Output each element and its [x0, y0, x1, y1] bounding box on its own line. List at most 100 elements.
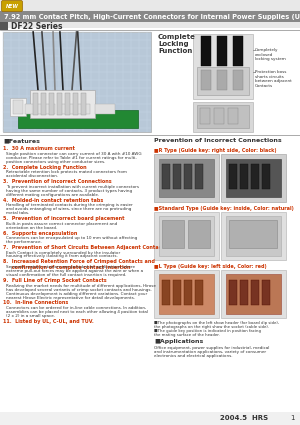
- Text: Continuous development is adding different variations. Contact your: Continuous development is adding differe…: [6, 292, 147, 295]
- Text: 7.92 mm Contact Pitch, High-Current Connectors for Internal Power Supplies (UL, : 7.92 mm Contact Pitch, High-Current Conn…: [4, 14, 300, 20]
- Bar: [162, 220, 184, 248]
- Text: 10.  In-line Connections: 10. In-line Connections: [3, 300, 68, 306]
- Bar: [229, 220, 277, 248]
- Text: Connectors can be ordered for in-line cable connections. In addition,: Connectors can be ordered for in-line ca…: [6, 306, 146, 310]
- Text: having the same number of contacts, 3 product types having: having the same number of contacts, 3 pr…: [6, 189, 132, 193]
- Bar: [41, 93, 46, 115]
- Bar: [159, 216, 214, 256]
- Text: ■R Type (Guide key: right side, Color: black): ■R Type (Guide key: right side, Color: b…: [154, 148, 277, 153]
- Bar: [3, 32, 151, 132]
- Bar: [221, 154, 286, 202]
- Bar: [162, 164, 170, 189]
- Text: ■The photographs on the left show header (for board dip side),: ■The photographs on the left show header…: [154, 321, 279, 325]
- Text: 6.  Supports encapsulation: 6. Supports encapsulation: [3, 230, 77, 235]
- Text: the performance.: the performance.: [6, 240, 42, 244]
- Text: 5.  Prevention of incorrect board placement: 5. Prevention of incorrect board placeme…: [3, 216, 124, 221]
- Text: 11.  Listed by UL, C-UL, and TUV.: 11. Listed by UL, C-UL, and TUV.: [3, 319, 94, 324]
- Text: ■The guide key position is indicated in position facing: ■The guide key position is indicated in …: [154, 329, 261, 333]
- Bar: [221, 270, 286, 318]
- Bar: [0, 22, 8, 30]
- Bar: [233, 70, 243, 90]
- Bar: [159, 159, 214, 197]
- Text: Handling of terminated contacts during the crimping is easier: Handling of terminated contacts during t…: [6, 203, 133, 207]
- Bar: [188, 220, 210, 248]
- Bar: [13, 100, 23, 114]
- Text: 3.  Prevention of Incorrect Connections: 3. Prevention of Incorrect Connections: [3, 179, 112, 184]
- Text: 2.  Complete Locking Function: 2. Complete Locking Function: [3, 164, 87, 170]
- Text: Retractable retention lock protects mated connectors from: Retractable retention lock protects mate…: [6, 170, 127, 174]
- Bar: [25, 104, 55, 114]
- Bar: [233, 36, 243, 66]
- Bar: [184, 280, 192, 305]
- Bar: [49, 93, 54, 115]
- Text: ■Standard Type (Guide key: inside, Color: natural): ■Standard Type (Guide key: inside, Color…: [154, 206, 294, 211]
- Bar: [154, 212, 219, 260]
- Bar: [173, 280, 181, 305]
- Bar: [240, 280, 248, 305]
- Text: 1: 1: [290, 416, 295, 422]
- Bar: [217, 70, 227, 90]
- Bar: [173, 164, 181, 189]
- Bar: [33, 93, 38, 115]
- Text: Each Contact is completely surrounded by the insulator: Each Contact is completely surrounded by…: [6, 250, 120, 255]
- Text: Realizing the market needs for multitude of different applications, Hirose: Realizing the market needs for multitude…: [6, 283, 156, 287]
- Text: ■Applications: ■Applications: [154, 339, 203, 344]
- FancyBboxPatch shape: [2, 0, 22, 11]
- Bar: [193, 102, 253, 132]
- Text: and instrumentation applications, variety of consumer: and instrumentation applications, variet…: [154, 350, 266, 354]
- Text: visual confirmation of the full contact insertion is required.: visual confirmation of the full contact …: [6, 273, 126, 277]
- Bar: [10, 98, 26, 116]
- Text: 1.  30 A maximum current: 1. 30 A maximum current: [3, 146, 75, 151]
- Bar: [201, 36, 211, 66]
- Bar: [60, 104, 90, 114]
- Text: 8.  Increased Retention Force of Crimped Contacts and
     confirmation of compl: 8. Increased Retention Force of Crimped …: [3, 260, 155, 270]
- Bar: [154, 154, 219, 202]
- Bar: [221, 212, 286, 260]
- Bar: [200, 108, 210, 124]
- Bar: [193, 34, 253, 99]
- Bar: [251, 164, 259, 189]
- Bar: [0, 412, 300, 425]
- Bar: [228, 108, 238, 124]
- Text: extreme pull-out forces may be applied against the wire or when a: extreme pull-out forces may be applied a…: [6, 269, 143, 273]
- Text: ■Features: ■Features: [3, 138, 40, 143]
- Bar: [214, 108, 224, 124]
- Bar: [57, 93, 62, 115]
- Text: DF22 Series: DF22 Series: [11, 22, 62, 31]
- Bar: [81, 93, 86, 115]
- Text: electronics and electrical applications.: electronics and electrical applications.: [154, 354, 232, 358]
- Bar: [73, 93, 78, 115]
- Text: position connectors using other conductor sizes.: position connectors using other conducto…: [6, 159, 105, 164]
- Text: 7.  Prevention of Short Circuits Between Adjacent Contacts: 7. Prevention of Short Circuits Between …: [3, 245, 167, 250]
- Bar: [229, 280, 237, 305]
- Text: Completely
enclosed
locking system: Completely enclosed locking system: [255, 48, 286, 61]
- Text: Office equipment, power supplies for industrial, medical: Office equipment, power supplies for ind…: [154, 346, 269, 350]
- Text: orientation on the board.: orientation on the board.: [6, 226, 57, 230]
- Text: NEW: NEW: [6, 4, 18, 9]
- Text: accidental disconnection.: accidental disconnection.: [6, 174, 58, 178]
- Bar: [226, 274, 281, 314]
- Text: the photographs on the right show the socket (cable side).: the photographs on the right show the so…: [154, 325, 269, 329]
- Text: the mating surface of the header.: the mating surface of the header.: [154, 333, 220, 337]
- Bar: [226, 216, 281, 256]
- Text: housing effectively isolating it from adjacent contacts.: housing effectively isolating it from ad…: [6, 255, 118, 258]
- Bar: [184, 164, 192, 189]
- Text: conductor. Please refer to Table #1 for current ratings for multi-: conductor. Please refer to Table #1 for …: [6, 156, 137, 159]
- Text: has developed several variants of crimp socket contacts and housings.: has developed several variants of crimp …: [6, 287, 152, 292]
- Bar: [195, 280, 203, 305]
- Text: nearest Hirose Electric representative for detail developments.: nearest Hirose Electric representative f…: [6, 295, 135, 300]
- Text: Prevention of Incorrect Connections: Prevention of Incorrect Connections: [154, 138, 282, 143]
- Bar: [154, 270, 219, 318]
- Bar: [201, 70, 211, 90]
- Bar: [195, 164, 203, 189]
- Bar: [0, 0, 300, 28]
- Text: assemblies can be placed next to each other allowing 4 position total: assemblies can be placed next to each ot…: [6, 310, 148, 314]
- Text: Built-in posts assure correct connector placement and: Built-in posts assure correct connector …: [6, 221, 117, 226]
- Bar: [30, 90, 95, 118]
- Text: metal tabs.: metal tabs.: [6, 211, 29, 215]
- Bar: [197, 67, 249, 95]
- Bar: [251, 280, 259, 305]
- Bar: [217, 36, 227, 66]
- Bar: [262, 164, 270, 189]
- Bar: [229, 164, 237, 189]
